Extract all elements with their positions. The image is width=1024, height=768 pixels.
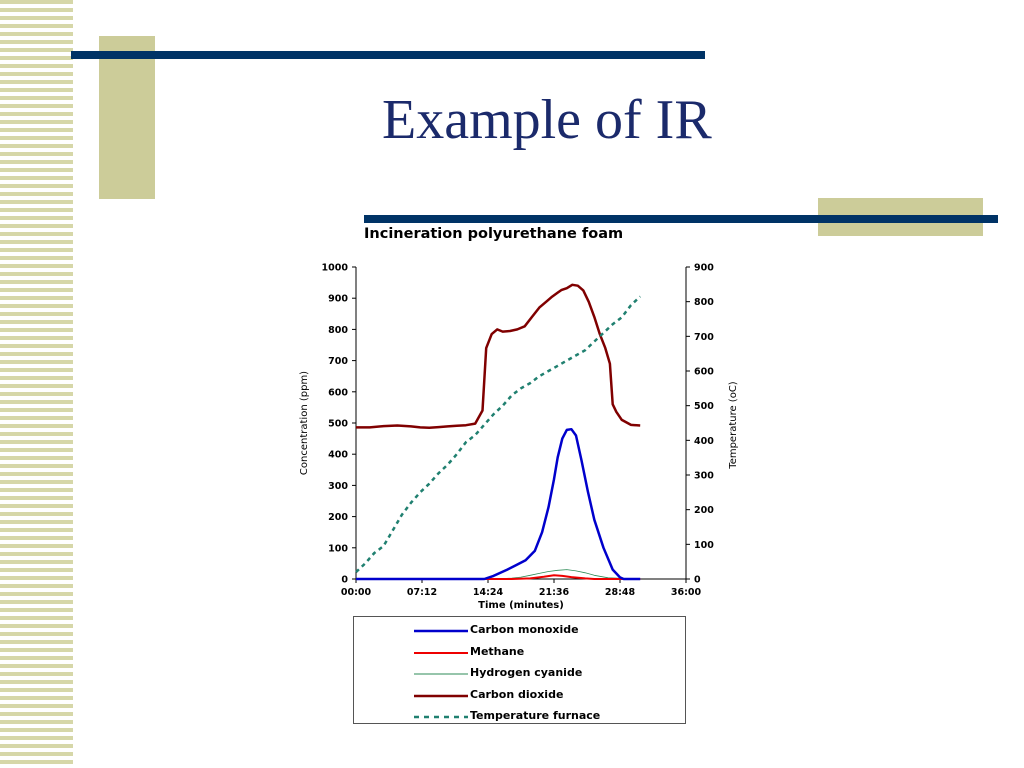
series-line-carbon-monoxide bbox=[356, 427, 641, 581]
y2-tick-label: 100 bbox=[694, 540, 714, 551]
y2-tick-label: 300 bbox=[694, 471, 714, 482]
y-axis-label: Concentration (ppm) bbox=[299, 371, 310, 475]
y2-axis-label: Temperature (oC) bbox=[728, 381, 739, 470]
chart-title: Incineration polyurethane foam bbox=[364, 226, 624, 242]
y2-tick-label: 400 bbox=[694, 436, 714, 447]
legend-item-methane: Methane bbox=[354, 643, 687, 663]
legend-swatch-methane bbox=[414, 651, 468, 654]
series-line-temperature-furnace bbox=[355, 295, 642, 574]
chart-legend: Carbon monoxide Methane Hydrogen cyanide… bbox=[353, 616, 686, 724]
legend-item-carbon-monoxide: Carbon monoxide bbox=[354, 621, 687, 641]
y-tick-label: 900 bbox=[328, 294, 348, 305]
legend-item-temperature-furnace: Temperature furnace bbox=[354, 707, 687, 727]
decorative-block-top bbox=[99, 36, 155, 199]
left-stripe-decoration bbox=[0, 0, 73, 768]
y2-tick-label: 700 bbox=[694, 332, 714, 343]
slide-title: Example of IR bbox=[382, 89, 712, 151]
title-rule-bottom bbox=[364, 215, 998, 223]
legend-label-carbon-monoxide: Carbon monoxide bbox=[470, 623, 579, 636]
legend-swatch-hydrogen-cyanide bbox=[414, 673, 468, 675]
x-tick-label: 21:36 bbox=[539, 587, 570, 598]
y-tick-label: 400 bbox=[328, 450, 348, 461]
y-tick-label: 700 bbox=[328, 356, 348, 367]
x-tick-label: 28:48 bbox=[605, 587, 636, 598]
legend-item-carbon-dioxide: Carbon dioxide bbox=[354, 686, 687, 706]
y-tick-label: 1000 bbox=[322, 263, 349, 274]
legend-swatch-temperature-furnace bbox=[414, 715, 468, 719]
line-chart: 0 100 200 300 400 500 600 700 800 900 1000 0 100 200 3… bbox=[299, 263, 739, 612]
y2-tick-label: 900 bbox=[694, 263, 714, 274]
y-tick-label: 100 bbox=[328, 543, 348, 554]
y-tick-label: 300 bbox=[328, 481, 348, 492]
legend-label-methane: Methane bbox=[470, 644, 525, 658]
y-tick-label: 0 bbox=[341, 575, 348, 586]
y-tick-label: 500 bbox=[328, 419, 348, 430]
legend-swatch-carbon-dioxide bbox=[414, 694, 468, 697]
y-tick-label: 600 bbox=[328, 387, 348, 398]
y2-tick-label: 200 bbox=[694, 505, 714, 516]
y2-tick-label: 500 bbox=[694, 401, 714, 412]
y2-tick-label: 0 bbox=[694, 575, 701, 586]
title-rule-top bbox=[71, 51, 705, 59]
legend-label-carbon-dioxide: Carbon dioxide bbox=[470, 687, 564, 701]
y2-tick-label: 600 bbox=[694, 367, 714, 378]
legend-label-temperature-furnace: Temperature furnace bbox=[470, 709, 601, 722]
x-tick-label: 36:00 bbox=[671, 587, 702, 598]
x-tick-label: 07:12 bbox=[407, 587, 437, 598]
legend-item-hydrogen-cyanide: Hydrogen cyanide bbox=[354, 664, 687, 684]
series-line-methane bbox=[356, 574, 641, 580]
y-tick-label: 800 bbox=[328, 325, 348, 336]
series-line-carbon-dioxide bbox=[356, 283, 641, 429]
series-line-hydrogen-cyanide bbox=[356, 569, 641, 580]
x-tick-label: 14:24 bbox=[473, 587, 504, 598]
x-tick-label: 00:00 bbox=[341, 587, 372, 598]
legend-swatch-carbon-monoxide bbox=[414, 629, 468, 633]
legend-label-hydrogen-cyanide: Hydrogen cyanide bbox=[470, 666, 583, 679]
x-axis-label: Time (minutes) bbox=[478, 600, 564, 611]
y2-tick-label: 800 bbox=[694, 297, 714, 308]
y-tick-label: 200 bbox=[328, 512, 348, 523]
